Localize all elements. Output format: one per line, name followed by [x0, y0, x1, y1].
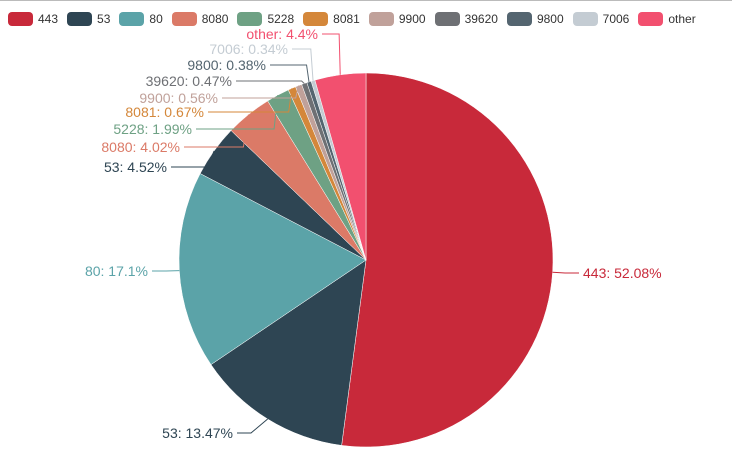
slice-label: 443: 52.08%	[583, 265, 662, 281]
slice-label: 9800: 0.38%	[187, 57, 266, 73]
label-line	[292, 48, 314, 81]
label-line	[222, 85, 300, 99]
slice-label: 7006: 0.34%	[209, 41, 288, 57]
legend-swatch	[572, 12, 598, 26]
legend-item-9900[interactable]: 9900	[368, 12, 426, 26]
legend-item-443[interactable]: 443	[8, 12, 58, 26]
legend-label: other	[668, 12, 696, 26]
legend-item-other[interactable]: other	[638, 12, 696, 26]
slice-label: 5228: 1.99%	[113, 121, 192, 137]
legend-label: 9800	[536, 12, 564, 26]
legend-item-39620[interactable]: 39620	[434, 12, 498, 26]
legend-item-8080[interactable]: 8080	[171, 12, 229, 26]
slice-label: 53: 4.52%	[104, 159, 167, 175]
legend-swatch	[368, 12, 394, 26]
legend-swatch	[506, 12, 532, 26]
legend-label: 39620	[464, 12, 498, 26]
legend-swatch	[171, 12, 197, 26]
label-line	[322, 33, 341, 75]
legend-item-9800[interactable]: 9800	[506, 12, 564, 26]
slice-label: 80: 17.1%	[85, 263, 148, 279]
slice-label: 9900: 0.56%	[139, 90, 218, 106]
legend-item-5228[interactable]: 5228	[237, 12, 294, 26]
slice-label: 8080: 4.02%	[101, 139, 180, 155]
legend-label: 8081	[333, 12, 360, 26]
legend-swatch	[67, 12, 93, 26]
label-line	[237, 418, 268, 434]
legend-swatch	[119, 12, 145, 26]
label-line	[208, 88, 293, 113]
legend-label: 5228	[267, 12, 295, 26]
legend-swatch	[303, 12, 329, 26]
slice-label: 53: 13.47%	[162, 425, 233, 441]
slice-label: other: 4.4%	[246, 26, 318, 42]
slice-label: 39620: 0.47%	[146, 73, 232, 89]
label-line	[270, 64, 310, 82]
slice-443[interactable]	[341, 72, 554, 448]
legend-label: 7006	[602, 12, 630, 26]
legend-swatch	[434, 12, 460, 26]
legend-label: 80	[149, 12, 163, 26]
slice-other[interactable]	[314, 72, 367, 261]
legend-swatch	[638, 12, 664, 26]
label-line	[236, 80, 305, 84]
legend-label: 53	[97, 12, 111, 26]
label-line	[196, 95, 279, 130]
legend-label: 8080	[201, 12, 229, 26]
legend-label: 9900	[398, 12, 426, 26]
legend-item-7006[interactable]: 7006	[572, 12, 630, 26]
legend-swatch	[8, 12, 33, 26]
legend-item-53[interactable]: 53	[67, 12, 110, 26]
legend-label: 443	[38, 12, 59, 26]
legend-swatch	[237, 12, 263, 26]
label-line	[171, 150, 215, 168]
legend: 443 53 80 8080 5228 8081 9900 39620 9800 7006 othe…	[8, 12, 705, 26]
label-line	[552, 271, 579, 274]
legend-item-8081[interactable]: 8081	[303, 12, 360, 26]
legend-item-80[interactable]: 80	[119, 12, 163, 26]
slice-label: 8081: 0.67%	[125, 104, 204, 120]
label-line	[184, 114, 249, 148]
